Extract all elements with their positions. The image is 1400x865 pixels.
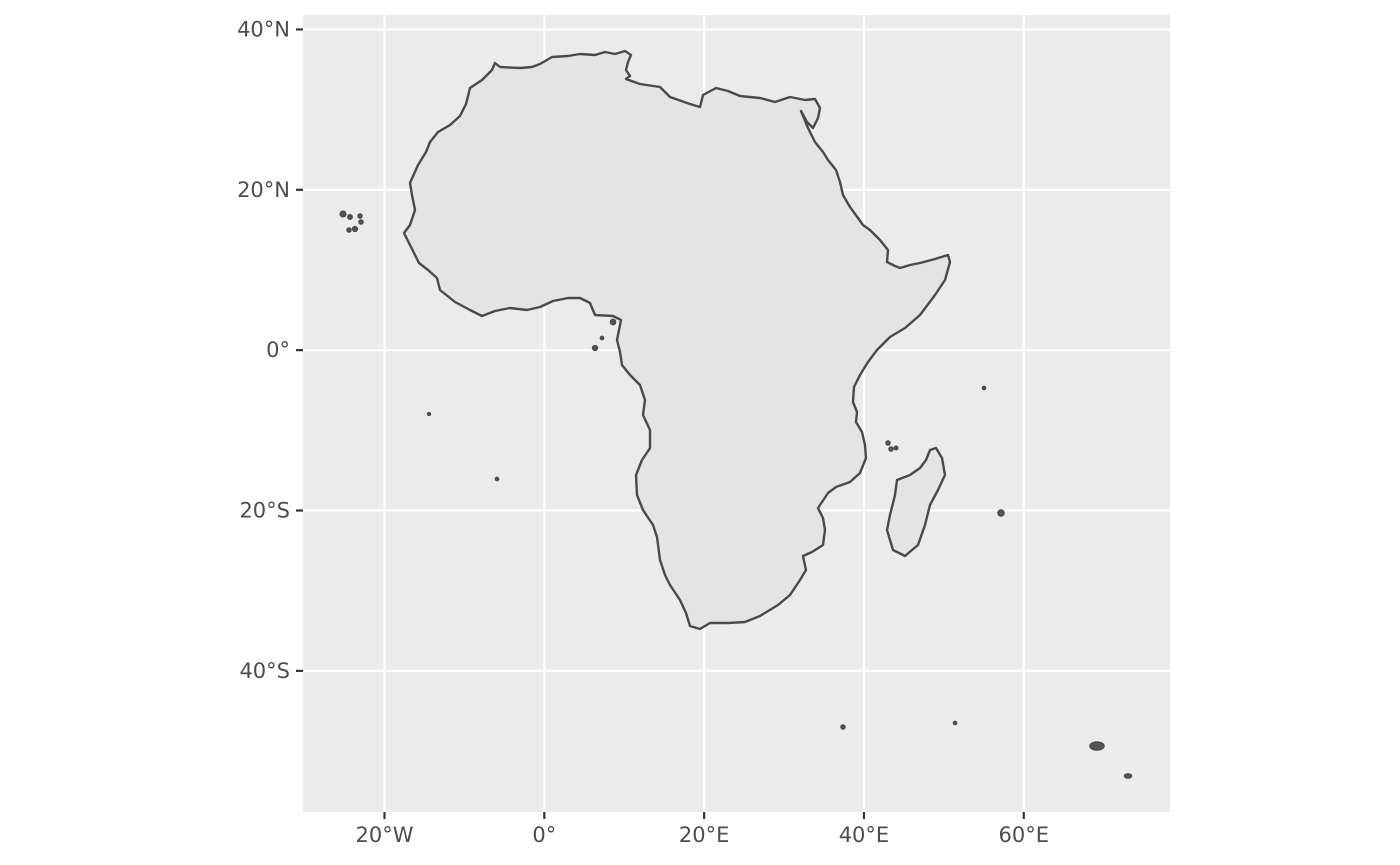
island-cape-verde-5 (346, 227, 352, 233)
x-tick-label: 40°E (839, 823, 890, 847)
island-ascension (426, 411, 432, 417)
x-tick-label: 20°E (679, 823, 730, 847)
y-tick-label: 0° (266, 338, 290, 362)
island-prince-edward (840, 724, 846, 730)
island-cape-verde-4 (358, 219, 364, 225)
x-axis: 20°W 0° 20°E 40°E 60°E (356, 812, 1050, 847)
africa-mainland (402, 49, 952, 631)
x-tick-label: 0° (532, 823, 556, 847)
island-cape-verde-6 (351, 225, 359, 233)
y-tick-label: 40°S (239, 659, 290, 683)
y-axis: 40°N 20°N 0° 20°S 40°S (237, 17, 303, 683)
island-comoros-3 (893, 445, 899, 451)
island-principe (599, 335, 605, 341)
island-cape-verde-3 (357, 213, 363, 219)
y-tick-label: 20°N (237, 178, 290, 202)
island-cape-verde-1 (339, 210, 347, 218)
island-mauritius (997, 509, 1005, 517)
x-tick-label: 60°E (999, 823, 1050, 847)
island-comoros-1 (885, 440, 891, 446)
y-tick-label: 20°S (239, 499, 290, 523)
island-seychelles (981, 385, 987, 391)
madagascar (885, 446, 947, 558)
island-heard (1123, 773, 1133, 779)
island-sao-tome (591, 344, 599, 352)
island-kerguelen (1089, 741, 1105, 751)
islands (339, 210, 1133, 779)
island-st-helena (494, 476, 500, 482)
y-tick-label: 40°N (237, 17, 290, 41)
x-tick-label: 20°W (356, 823, 414, 847)
island-comoros-2 (888, 446, 894, 452)
island-bioko (609, 318, 617, 326)
island-cape-verde-2 (347, 214, 353, 220)
island-crozet (952, 720, 958, 726)
